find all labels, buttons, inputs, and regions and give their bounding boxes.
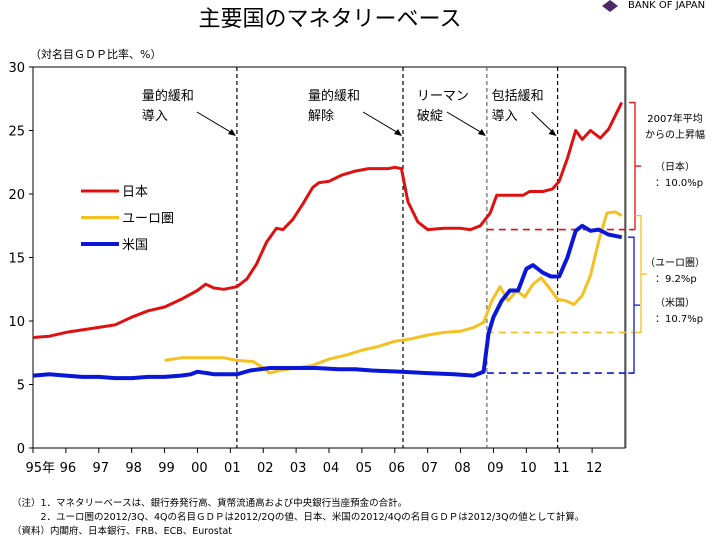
x-tick-label: 97	[93, 461, 110, 476]
y-tick-label: 5	[17, 379, 25, 394]
event-label: 導入	[492, 109, 518, 124]
x-tick-label: 03	[290, 461, 307, 476]
note-2: 2．ユーロ圏の2012/3Q、4Qの名目ＧＤＰは2012/2Qの値、日本、米国の…	[12, 512, 585, 523]
x-tick-label: 09	[487, 461, 504, 476]
increase-bracket	[629, 101, 641, 231]
y-tick-label: 0	[17, 442, 25, 457]
annotation-value: ：9.2%p	[655, 274, 697, 285]
y-tick-label: 25	[8, 125, 25, 140]
event-label: 量的緩和	[308, 88, 360, 104]
y-tick-label: 20	[8, 188, 25, 203]
arrow-head-icon	[227, 129, 236, 136]
note-1: （注）1．マネタリーベースは、銀行券発行高、貨幣流通高および中央銀行当座預金の合…	[12, 498, 408, 509]
event-arrow	[531, 111, 555, 135]
arrow-head-icon	[548, 129, 557, 136]
event-arrow	[446, 111, 485, 135]
x-tick-label: 07	[421, 461, 438, 476]
y-tick-label: 10	[8, 315, 25, 330]
x-tick-label: 10	[520, 461, 537, 476]
x-tick-label: 05	[356, 461, 373, 476]
arrow-head-icon	[394, 129, 402, 136]
annotation-name: （米国）	[655, 296, 695, 309]
x-tick-label: 06	[389, 461, 406, 476]
event-label: 解除	[308, 109, 334, 124]
annotation-value: ：10.0%p	[655, 178, 703, 189]
annotation-heading: 2007年平均	[647, 112, 702, 125]
x-tick-label: 04	[323, 461, 340, 476]
arrow-head-icon	[477, 129, 486, 136]
series-line	[32, 101, 624, 339]
y-axis-label: （対名目ＧＤＰ比率、%）	[30, 47, 161, 61]
plot-area	[32, 66, 626, 449]
legend-label: 日本	[122, 185, 148, 200]
increase-bracket	[628, 236, 640, 374]
x-tick-label: 95年	[25, 461, 55, 476]
annotation-value: ：10.7%p	[655, 314, 703, 325]
x-tick-label: 12	[586, 461, 603, 476]
x-tick-label: 11	[553, 461, 570, 476]
y-tick-label: 15	[8, 252, 25, 267]
event-label: 導入	[142, 109, 168, 124]
x-tick-label: 98	[125, 461, 142, 476]
series-line	[32, 223, 623, 381]
source-note: （資料）内閣府、日本銀行、FRB、ECB、Eurostat	[12, 526, 232, 537]
event-label: 破綻	[417, 109, 443, 124]
legend-label: ユーロ圏	[122, 212, 174, 227]
annotation-heading: からの上昇幅	[645, 128, 705, 141]
legend-label: 米国	[122, 238, 148, 253]
event-label: 量的緩和	[142, 88, 194, 104]
event-label: 包括緩和	[492, 89, 544, 104]
svg-text:BANK OF JAPAN: BANK OF JAPAN	[628, 0, 705, 11]
chart-title: 主要国のマネタリーベース	[199, 7, 462, 32]
series-line	[164, 210, 623, 375]
event-arrow	[362, 111, 401, 135]
y-tick-label: 30	[8, 61, 25, 76]
annotation-name: （ユーロ圏）	[645, 257, 705, 269]
x-tick-label: 00	[191, 461, 208, 476]
x-tick-label: 96	[60, 461, 77, 476]
x-tick-label: 01	[224, 461, 241, 476]
event-arrow	[196, 111, 235, 135]
x-tick-label: 02	[257, 461, 274, 476]
bank-of-japan-logo: BANK OF JAPAN	[602, 0, 705, 12]
event-label: リーマン	[417, 89, 469, 104]
increase-bracket	[635, 214, 647, 334]
x-tick-label: 08	[454, 461, 471, 476]
x-tick-label: 99	[158, 461, 175, 476]
annotation-name: （日本）	[655, 160, 695, 173]
